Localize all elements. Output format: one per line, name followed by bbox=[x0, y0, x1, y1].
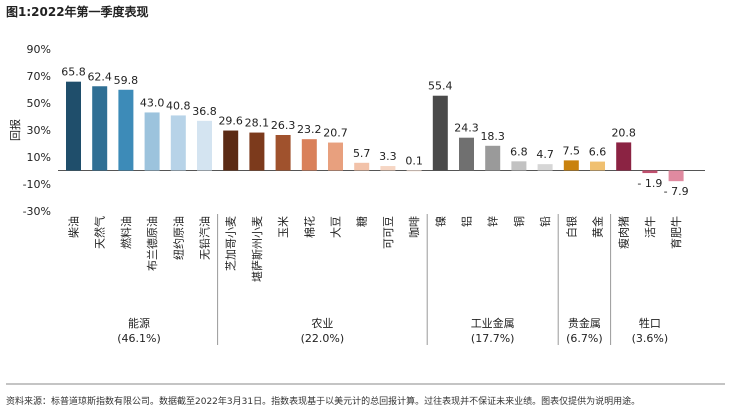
bar bbox=[590, 161, 605, 171]
y-tick-label: 70% bbox=[27, 70, 51, 83]
bar bbox=[642, 170, 658, 174]
group-share: (3.6%) bbox=[632, 332, 669, 345]
bar bbox=[668, 170, 684, 182]
data-label: 6.8 bbox=[510, 145, 528, 158]
y-tick-label: 90% bbox=[27, 43, 51, 56]
data-label: 26.3 bbox=[271, 119, 296, 132]
data-label: 20.7 bbox=[323, 127, 348, 140]
bar bbox=[459, 137, 474, 171]
y-tick-label: 10% bbox=[27, 151, 51, 164]
category-label: 布兰德原油 bbox=[145, 216, 159, 271]
category-labels: 柴油 天然气 燃料油 布兰德原油 纽约原油 无铅汽油 芝加哥小麦 堪萨斯州小麦 玉米 棉花 大豆 糖 可… bbox=[67, 216, 684, 282]
y-axis-title: 回报 bbox=[8, 119, 22, 141]
bar bbox=[380, 166, 396, 171]
category-label: 铝 bbox=[460, 216, 474, 227]
data-label: 24.3 bbox=[454, 122, 479, 135]
data-label: 29.6 bbox=[218, 115, 243, 128]
category-label: 堪萨斯州小麦 bbox=[251, 216, 264, 282]
category-label: 铅 bbox=[538, 216, 552, 227]
y-tick-label: 50% bbox=[27, 97, 51, 110]
bar bbox=[301, 139, 317, 171]
category-label: 白银 bbox=[564, 216, 578, 238]
category-label: 玉米 bbox=[277, 216, 290, 238]
bar bbox=[511, 161, 527, 171]
category-label: 纽约原油 bbox=[171, 216, 185, 260]
data-label: 6.6 bbox=[589, 146, 607, 159]
data-label: 5.7 bbox=[353, 147, 371, 160]
bar bbox=[170, 115, 186, 171]
category-label: 黄金 bbox=[591, 216, 605, 238]
bar bbox=[537, 164, 553, 171]
category-label: 柴油 bbox=[67, 216, 81, 238]
category-label: 瘦肉猪 bbox=[617, 216, 631, 249]
data-label: 18.3 bbox=[480, 130, 505, 143]
category-label: 铜 bbox=[512, 216, 526, 227]
bar bbox=[406, 170, 422, 172]
bar bbox=[616, 142, 632, 171]
category-label: 镍 bbox=[433, 216, 447, 227]
bars: 65.8 62.4 59.843.0 40.8 36.829.6 28.1 26.3 23.2… bbox=[61, 66, 688, 198]
bar bbox=[144, 112, 160, 171]
data-label: 28.1 bbox=[245, 117, 270, 130]
group-name: 农业 bbox=[311, 316, 333, 330]
data-label: 36.8 bbox=[192, 105, 217, 118]
group-labels: 能源 (46.1%) 农业 (22.0%) 工业金属 (17.7%) 贵金属 (6.7%) 牲口… bbox=[117, 214, 668, 345]
group-share: (46.1%) bbox=[117, 332, 161, 345]
bar bbox=[563, 160, 579, 171]
group-name: 工业金属 bbox=[471, 316, 515, 330]
category-label: 糖 bbox=[355, 216, 369, 227]
data-label: 59.8 bbox=[114, 74, 139, 87]
bar bbox=[354, 162, 370, 171]
bar bbox=[118, 89, 134, 171]
data-label: 0.1 bbox=[405, 154, 423, 167]
chart-title: 图1:2022年第一季度表现 bbox=[6, 5, 149, 19]
bar bbox=[66, 81, 81, 171]
data-label: 3.3 bbox=[379, 150, 397, 163]
category-label: 大豆 bbox=[329, 216, 343, 238]
group-share: (6.7%) bbox=[566, 332, 603, 345]
data-label: 23.2 bbox=[297, 123, 322, 136]
category-label: 育肥牛 bbox=[669, 216, 683, 249]
bar bbox=[432, 95, 448, 171]
bar bbox=[249, 132, 265, 171]
bar bbox=[485, 145, 501, 171]
data-label: 40.8 bbox=[166, 99, 191, 112]
bar bbox=[223, 130, 239, 171]
bar bbox=[92, 86, 108, 171]
y-tick-label: -10% bbox=[23, 178, 51, 191]
category-label: 棉花 bbox=[302, 216, 316, 238]
category-label: 咖啡 bbox=[407, 216, 421, 238]
category-label: 无铅汽油 bbox=[198, 216, 212, 260]
data-label: 7.5 bbox=[563, 144, 581, 157]
y-tick-label: 30% bbox=[27, 124, 51, 137]
category-label: 活牛 bbox=[643, 216, 657, 238]
category-label: 天然气 bbox=[93, 216, 107, 249]
data-label: 62.4 bbox=[87, 70, 112, 83]
group-name: 牲口 bbox=[639, 316, 661, 330]
data-label: 20.8 bbox=[611, 126, 636, 139]
group-name: 能源 bbox=[128, 316, 150, 330]
data-label: 4.7 bbox=[536, 148, 554, 161]
source-footnote: 资料来源：标普道琼斯指数有限公司。数据截至2022年3月31日。指数表现基于以美… bbox=[6, 397, 641, 407]
data-label: 43.0 bbox=[140, 96, 165, 109]
data-label: - 7.9 bbox=[664, 185, 689, 198]
bar bbox=[197, 120, 212, 171]
y-tick-label: -30% bbox=[23, 205, 51, 218]
bar bbox=[328, 142, 343, 171]
category-label: 燃料油 bbox=[119, 216, 133, 249]
group-share: (22.0%) bbox=[301, 332, 345, 345]
group-share: (17.7%) bbox=[471, 332, 515, 345]
data-label: 65.8 bbox=[61, 66, 86, 79]
group-name: 贵金属 bbox=[568, 316, 601, 330]
data-label: - 1.9 bbox=[637, 177, 662, 190]
category-label: 芝加哥小麦 bbox=[225, 216, 238, 271]
category-label: 可可豆 bbox=[382, 216, 395, 249]
bar bbox=[275, 134, 291, 171]
data-label: 55.4 bbox=[428, 80, 453, 93]
y-axis: 90% 70% 50% 30% 10% -10% -30% 回报 bbox=[8, 43, 705, 218]
category-label: 锌 bbox=[486, 216, 500, 227]
